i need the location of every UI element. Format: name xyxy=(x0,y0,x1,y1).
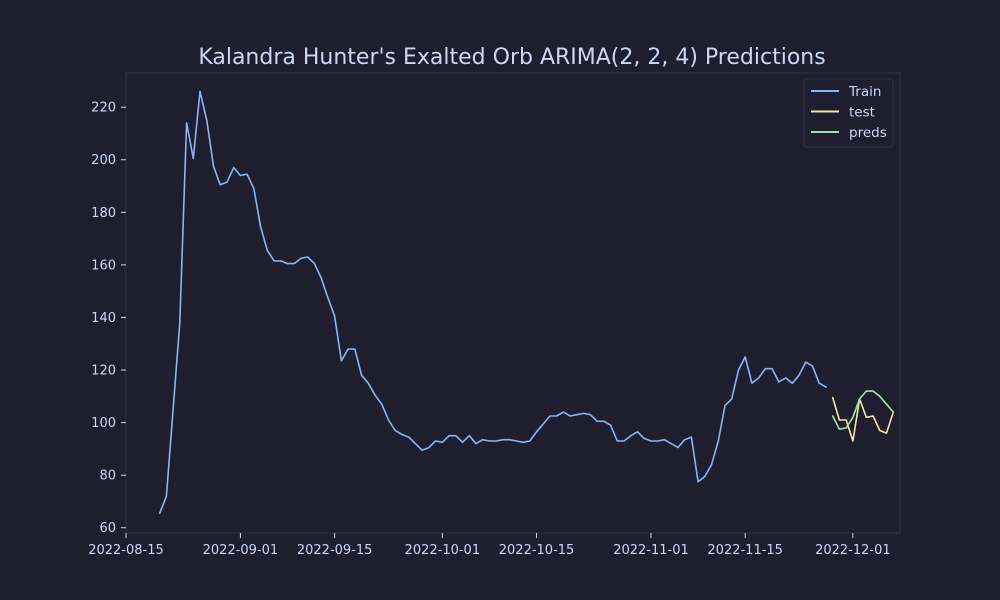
x-tick-label: 2022-10-01 xyxy=(405,543,481,558)
y-tick-label: 120 xyxy=(91,364,116,379)
legend-label: preds xyxy=(849,125,887,141)
legend-label: Train xyxy=(848,84,881,100)
y-tick-label: 180 xyxy=(91,206,116,221)
series-line-test xyxy=(831,396,895,442)
y-tick-label: 80 xyxy=(99,469,116,484)
y-tick-label: 200 xyxy=(91,153,116,168)
x-tick-label: 2022-09-15 xyxy=(297,543,373,558)
x-tick-label: 2022-08-15 xyxy=(88,543,164,558)
chart-title: Kalandra Hunter's Exalted Orb ARIMA(2, 2… xyxy=(198,45,825,70)
plot-frame xyxy=(125,72,901,534)
series-line-preds xyxy=(831,390,895,431)
y-tick-label: 100 xyxy=(91,416,116,431)
series-line-train xyxy=(158,90,827,515)
series-layer xyxy=(158,90,895,515)
legend-label: test xyxy=(849,105,875,121)
x-axis: 2022-08-15 2022-09-01 2022-09-15 2022-10-01… xyxy=(88,533,891,558)
legend-box xyxy=(803,78,894,148)
x-tick-label: 2022-11-15 xyxy=(707,543,783,558)
y-axis: 60 80 100 120 140 160 180 200 220 xyxy=(91,101,126,536)
y-tick-label: 160 xyxy=(91,258,116,273)
x-tick-label: 2022-10-15 xyxy=(499,543,575,558)
y-tick-label: 140 xyxy=(91,311,116,326)
y-tick-label: 60 xyxy=(99,521,116,536)
y-tick-label: 220 xyxy=(91,101,116,116)
x-tick-label: 2022-09-01 xyxy=(203,543,279,558)
legend: Train test preds xyxy=(803,78,894,148)
x-tick-label: 2022-12-01 xyxy=(815,543,891,558)
x-tick-label: 2022-11-01 xyxy=(613,543,689,558)
